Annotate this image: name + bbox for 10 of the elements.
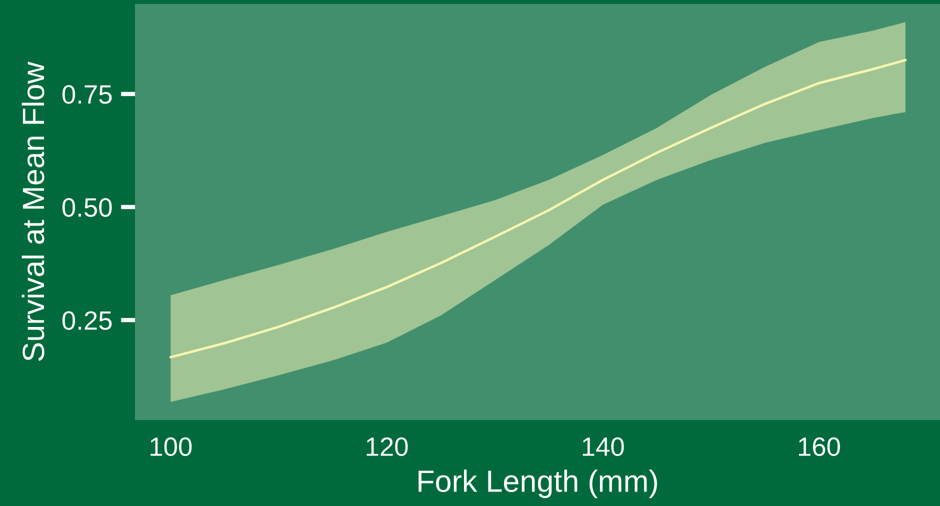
x-tick-label: 140: [582, 437, 624, 456]
y-tick-label: 0.75: [62, 85, 112, 104]
x-tick-label: 100: [150, 437, 192, 456]
y-tick-label: 0.25: [62, 311, 112, 330]
y-axis-title: Survival at Mean Flow: [22, 62, 44, 361]
line-series: [169, 58, 907, 358]
x-tick-label: 120: [366, 437, 408, 456]
y-tick-label: 0.50: [62, 198, 112, 217]
x-axis-title: Fork Length (mm): [418, 470, 658, 498]
x-tick-label: 160: [798, 437, 840, 456]
